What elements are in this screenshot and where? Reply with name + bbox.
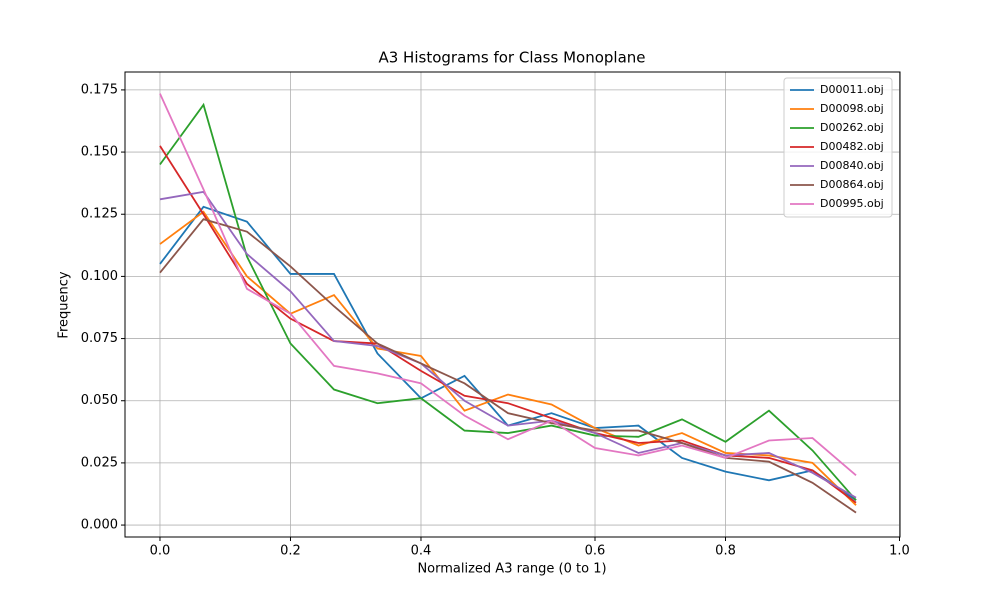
y-tick-label: 0.075 [81, 331, 118, 346]
legend-label: D00840.obj [820, 159, 884, 172]
series-line [159, 210, 857, 506]
legend-label: D00262.obj [820, 121, 884, 134]
legend-label: D00864.obj [820, 178, 884, 191]
x-axis-label: Normalized A3 range (0 to 1) [417, 562, 606, 577]
legend: D00011.obj D00098.obj D00262.obj D00482.obj… [783, 77, 893, 218]
y-tick-label: 0.000 [81, 518, 118, 533]
x-tick-label: 0.2 [280, 544, 301, 559]
x-tick-label: 0.0 [150, 544, 171, 559]
x-tick-label: 0.4 [411, 544, 432, 559]
series-line [159, 102, 857, 501]
legend-box [783, 77, 893, 218]
x-tick-label: 0.6 [585, 544, 606, 559]
y-tick-label: 0.050 [81, 393, 118, 408]
plot-frame [124, 71, 901, 538]
chart-title: A3 Histograms for Class Monoplane [378, 49, 645, 67]
x-tick-label: 1.0 [889, 544, 910, 559]
legend-label: D00011.obj [820, 83, 884, 96]
x-tick-label: 0.8 [715, 544, 736, 559]
legend-label: D00482.obj [820, 140, 884, 153]
y-tick-label: 0.025 [81, 455, 118, 470]
legend-label: D00098.obj [820, 102, 884, 115]
y-tick-label: 0.100 [81, 269, 118, 284]
y-axis-label: Frequency [57, 271, 72, 338]
series-line [159, 190, 857, 499]
series-line [159, 145, 857, 504]
y-tick-label: 0.125 [81, 207, 118, 222]
y-tick-label: 0.150 [81, 145, 118, 160]
y-tick-label: 0.175 [81, 82, 118, 97]
series-line [159, 93, 857, 477]
legend-label: D00995.obj [820, 197, 884, 210]
series-line [159, 218, 857, 514]
